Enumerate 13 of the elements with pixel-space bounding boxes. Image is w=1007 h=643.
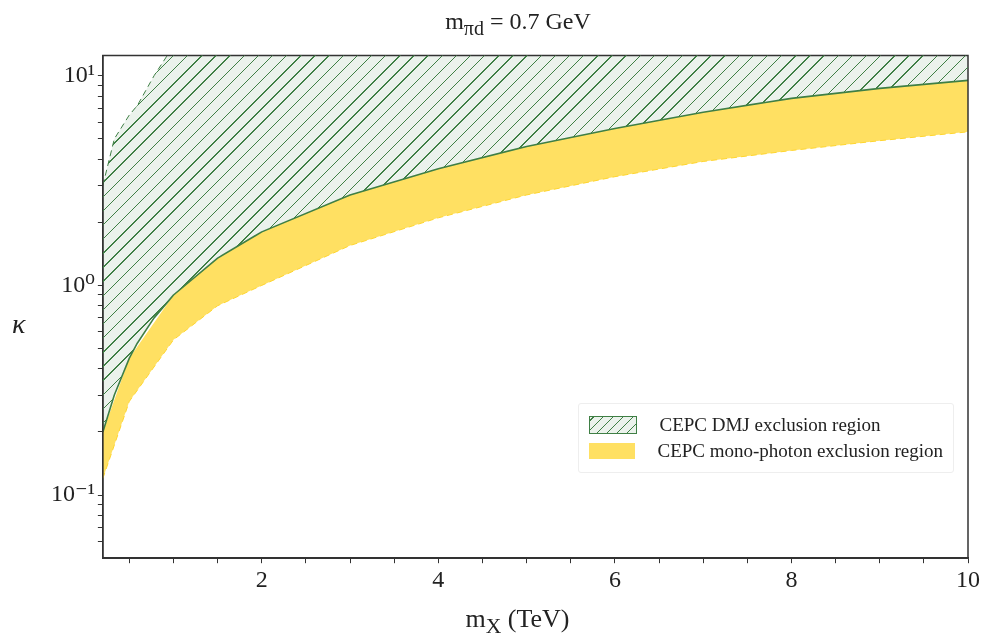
y-tick-label: 10⁻¹: [50, 480, 95, 507]
legend-label: CEPC mono-photon exclusion region: [657, 440, 943, 463]
legend-label: CEPC DMJ exclusion region: [659, 414, 881, 437]
x-tick-label: 2: [255, 565, 268, 592]
x-tick-label: 10: [956, 565, 980, 592]
x-axis-title: m$_{X}$ (TeV): [465, 604, 570, 640]
x-tick-label: 6: [608, 565, 621, 592]
x-tick-label: 8: [785, 565, 798, 592]
x-tick-label: 4: [432, 565, 445, 592]
y-tick-label: 10⁰: [61, 270, 95, 297]
y-tick-label: 10¹: [63, 61, 95, 88]
y-axis-title: κ: [12, 308, 26, 340]
chart-title: m$_{πd}$ = 0.7 GeV: [444, 8, 592, 40]
